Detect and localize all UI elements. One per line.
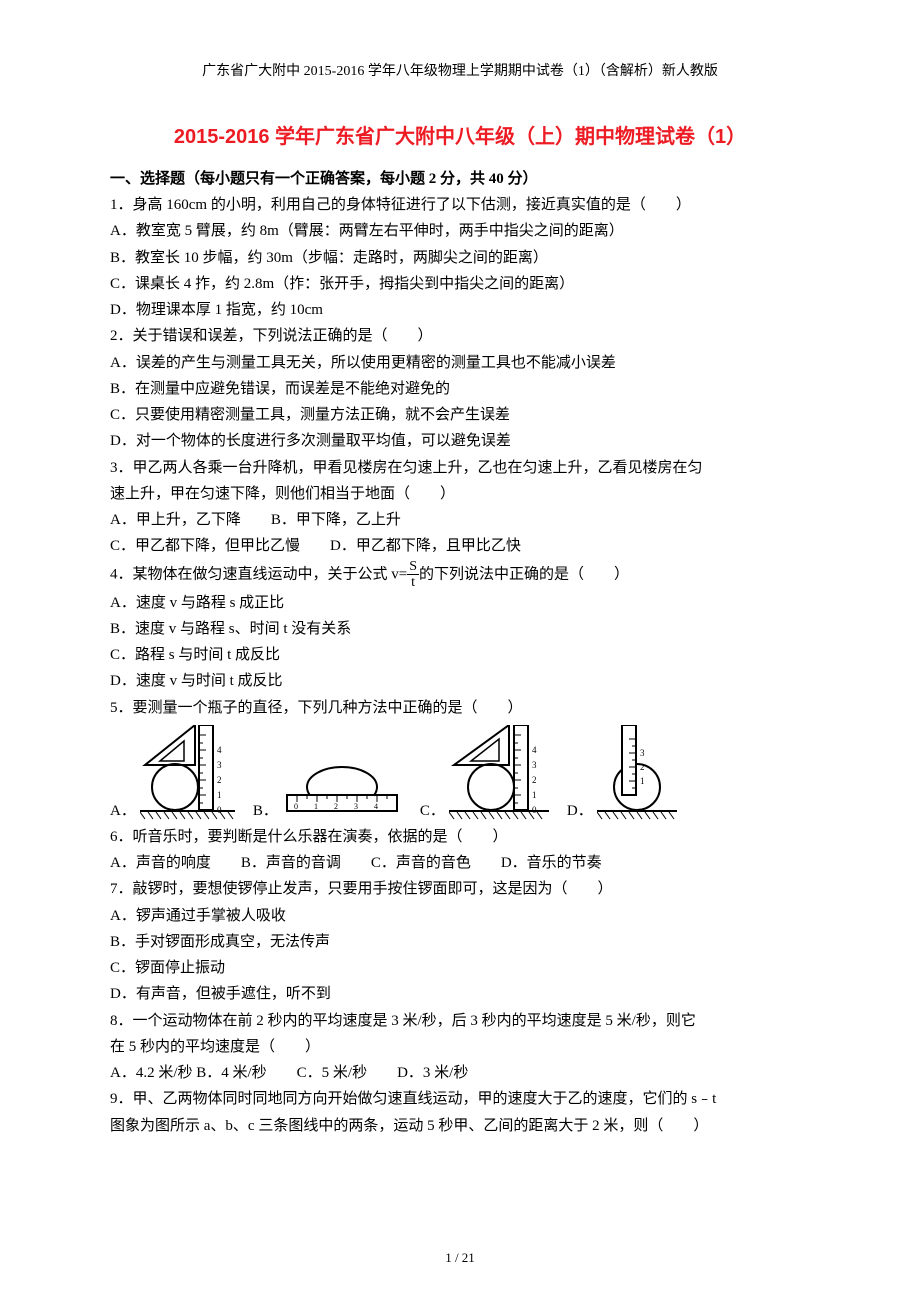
svg-text:0: 0 xyxy=(294,802,298,811)
page: 广东省广大附中 2015-2016 学年八年级物理上学期期中试卷（1）（含解析）… xyxy=(0,0,920,1302)
q1-opt-a: A．教室宽 5 臂展，约 8m（臂展：两臂左右平伸时，两手中指尖之间的距离） xyxy=(110,218,810,244)
q4-opt-c: C．路程 s 与时间 t 成反比 xyxy=(110,642,810,668)
q2-stem: 2．关于错误和误差，下列说法正确的是（ ） xyxy=(110,323,810,349)
q3-stem-line2: 速上升，甲在匀速下降，则他们相当于地面（ ） xyxy=(110,481,810,507)
svg-text:2: 2 xyxy=(334,802,338,811)
q4-opt-b: B．速度 v 与路程 s、时间 t 没有关系 xyxy=(110,616,810,642)
svg-text:0: 0 xyxy=(217,805,222,815)
q8-row: A．4.2 米/秒 B．4 米/秒 C．5 米/秒 D．3 米/秒 xyxy=(110,1060,810,1086)
svg-text:3: 3 xyxy=(532,760,537,770)
q5-diagram-d: 1 2 3 xyxy=(597,725,677,820)
q1-opt-c: C．课桌长 4 拃，约 2.8m（拃：张开手，拇指尖到中指尖之间的距离） xyxy=(110,271,810,297)
q7-opt-a: A．锣声通过手掌被人吸收 xyxy=(110,903,810,929)
svg-text:4: 4 xyxy=(217,745,222,755)
q8-stem-line2: 在 5 秒内的平均速度是（ ） xyxy=(110,1034,810,1060)
q6-stem: 6．听音乐时，要判断是什么乐器在演奏，依据的是（ ） xyxy=(110,824,810,850)
q1-stem: 1．身高 160cm 的小明，利用自己的身体特征进行了以下估测，接近真实值的是（… xyxy=(110,192,810,218)
q5-diagram-b: 0 1 2 3 4 xyxy=(282,765,402,820)
q5-fig-a: A． xyxy=(110,725,235,820)
svg-text:0: 0 xyxy=(532,805,537,815)
svg-text:4: 4 xyxy=(374,802,378,811)
q4-opt-d: D．速度 v 与时间 t 成反比 xyxy=(110,668,810,694)
q5-fig-c: C． xyxy=(420,725,549,820)
q6-row: A．声音的响度 B．声音的音调 C．声音的音色 D．音乐的节奏 xyxy=(110,850,810,876)
q8-stem-line1: 8．一个运动物体在前 2 秒内的平均速度是 3 米/秒，后 3 秒内的平均速度是… xyxy=(110,1008,810,1034)
q5-figure-row: A． xyxy=(110,725,810,820)
q5-stem: 5．要测量一个瓶子的直径，下列几种方法中正确的是（ ） xyxy=(110,695,810,721)
q5-diagram-c: 0 1 2 3 4 xyxy=(449,725,549,820)
q5-label-d: D． xyxy=(567,799,593,820)
svg-text:1: 1 xyxy=(532,790,537,800)
page-footer: 1 / 21 xyxy=(0,1250,920,1266)
svg-text:4: 4 xyxy=(532,745,537,755)
page-header: 广东省广大附中 2015-2016 学年八年级物理上学期期中试卷（1）（含解析）… xyxy=(110,60,810,80)
exam-title: 2015-2016 学年广东省广大附中八年级（上）期中物理试卷（1） xyxy=(110,120,810,149)
q4-post: 的下列说法中正确的是（ ） xyxy=(419,566,629,582)
q2-opt-a: A．误差的产生与测量工具无关，所以使用更精密的测量工具也不能减小误差 xyxy=(110,350,810,376)
q1-opt-b: B．教室长 10 步幅，约 30m（步幅：走路时，两脚尖之间的距离） xyxy=(110,245,810,271)
svg-text:2: 2 xyxy=(217,775,222,785)
q4-den: t xyxy=(407,575,419,590)
q2-opt-c: C．只要使用精密测量工具，测量方法正确，就不会产生误差 xyxy=(110,402,810,428)
svg-text:1: 1 xyxy=(640,776,645,786)
q4-num: S xyxy=(407,560,419,575)
svg-text:1: 1 xyxy=(217,790,222,800)
q4-fraction: St xyxy=(407,560,419,590)
q4-stem: 4．某物体在做匀速直线运动中，关于公式 v=St的下列说法中正确的是（ ） xyxy=(110,560,810,590)
section-1-title: 一、选择题（每小题只有一个正确答案，每小题 2 分，共 40 分） xyxy=(110,167,810,188)
q3-row1: A．甲上升，乙下降 B．甲下降，乙上升 xyxy=(110,507,810,533)
q9-stem-line2: 图象为图所示 a、b、c 三条图线中的两条，运动 5 秒甲、乙间的距离大于 2 … xyxy=(110,1113,810,1139)
q5-diagram-a: 0 1 2 3 4 xyxy=(140,725,235,820)
q2-opt-b: B．在测量中应避免错误，而误差是不能绝对避免的 xyxy=(110,376,810,402)
svg-text:3: 3 xyxy=(640,748,645,758)
q4-opt-a: A．速度 v 与路程 s 成正比 xyxy=(110,590,810,616)
svg-text:1: 1 xyxy=(314,802,318,811)
q9-stem-line1: 9．甲、乙两物体同时同地同方向开始做匀速直线运动，甲的速度大于乙的速度，它们的 … xyxy=(110,1086,810,1112)
q5-label-a: A． xyxy=(110,799,136,820)
q7-stem: 7．敲锣时，要想使锣停止发声，只要用手按住锣面即可，这是因为（ ） xyxy=(110,876,810,902)
svg-text:2: 2 xyxy=(640,762,645,772)
q3-row2: C．甲乙都下降，但甲比乙慢 D．甲乙都下降，且甲比乙快 xyxy=(110,533,810,559)
svg-text:3: 3 xyxy=(217,760,222,770)
svg-text:2: 2 xyxy=(532,775,537,785)
q7-opt-c: C．锣面停止振动 xyxy=(110,955,810,981)
svg-text:3: 3 xyxy=(354,802,358,811)
q7-opt-d: D．有声音，但被手遮住，听不到 xyxy=(110,981,810,1007)
q5-label-b: B． xyxy=(253,799,278,820)
q2-opt-d: D．对一个物体的长度进行多次测量取平均值，可以避免误差 xyxy=(110,428,810,454)
q7-opt-b: B．手对锣面形成真空，无法传声 xyxy=(110,929,810,955)
q5-label-c: C． xyxy=(420,799,445,820)
q5-fig-d: D． 1 2 xyxy=(567,725,677,820)
q3-stem-line1: 3．甲乙两人各乘一台升降机，甲看见楼房在匀速上升，乙也在匀速上升，乙看见楼房在匀 xyxy=(110,455,810,481)
q1-opt-d: D．物理课本厚 1 指宽，约 10cm xyxy=(110,297,810,323)
q4-pre: 4．某物体在做匀速直线运动中，关于公式 v= xyxy=(110,566,407,582)
q5-fig-b: B． 0 1 2 3 4 xyxy=(253,765,402,820)
